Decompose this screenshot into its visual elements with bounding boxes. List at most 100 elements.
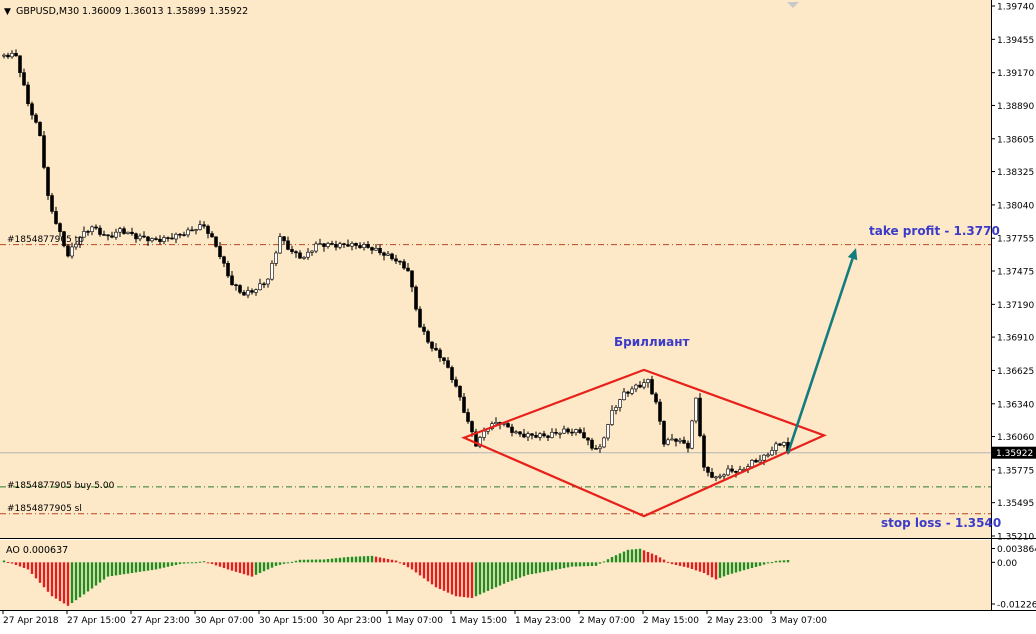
candle-body [90, 226, 94, 233]
price-axis-label: 1.39740 [997, 3, 1034, 13]
candle-body [354, 243, 358, 246]
candle-body [122, 228, 126, 234]
ao-bar [130, 562, 134, 574]
candle-body [62, 231, 66, 247]
candle-body [434, 348, 438, 351]
ao-bar [254, 562, 258, 575]
candle-body [586, 437, 590, 441]
target-arrow[interactable] [786, 258, 854, 454]
ao-bar [622, 551, 626, 563]
candle-body [762, 454, 766, 461]
candle-body [282, 236, 286, 242]
ao-bar [774, 560, 778, 563]
ao-bar [154, 562, 158, 570]
order-label-tp: #1854877905 tp [7, 235, 84, 245]
candle-body [222, 256, 226, 264]
ao-bar [62, 562, 66, 604]
candle-body [158, 238, 162, 242]
candle-body [666, 439, 670, 445]
candle-body [114, 231, 118, 238]
candle-body [374, 247, 378, 251]
ao-bar [198, 561, 202, 563]
candle-body [214, 236, 218, 247]
candle-body [2, 54, 6, 57]
current-price-box [992, 446, 1036, 459]
candle-body [174, 233, 178, 240]
ao-bar [506, 562, 510, 582]
ao-bar [306, 559, 310, 563]
candle-body [706, 466, 710, 473]
candle-body [730, 468, 734, 472]
ao-bar [766, 562, 770, 564]
time-axis-label: 1 May 23:00 [515, 616, 571, 626]
candle-body [14, 53, 18, 57]
ao-bar [286, 562, 290, 564]
ao-bar [686, 562, 690, 568]
candle-body [578, 429, 582, 433]
chart-shift-marker-icon[interactable] [787, 2, 799, 8]
ao-bar [262, 562, 266, 572]
ao-bar [354, 556, 358, 563]
ao-bar [318, 559, 322, 563]
candle-body [454, 379, 458, 387]
candle-body [446, 360, 450, 368]
candle-body [38, 121, 42, 136]
candle-body [418, 308, 422, 328]
ao-bar [770, 562, 774, 564]
ao-bar [722, 562, 726, 577]
ao-bar [618, 553, 622, 563]
candle-body [110, 235, 114, 238]
candle-body [650, 379, 654, 395]
ao-bar [438, 562, 442, 590]
candle-body [234, 284, 238, 287]
candle-body [74, 243, 78, 248]
candle-body [118, 228, 122, 233]
ao-bar [626, 549, 630, 563]
ao-bar [374, 556, 378, 563]
ao-bar [670, 562, 674, 565]
ao-bar [442, 562, 446, 591]
ao-bar [458, 562, 462, 597]
candle-body [622, 391, 626, 401]
price-axis-label: 1.39170 [997, 69, 1034, 79]
current-price-label: 1.35922 [996, 449, 1033, 459]
ao-bar [74, 562, 78, 601]
diamond-pattern[interactable] [461, 368, 827, 518]
ao-bar [574, 562, 578, 567]
ao-bar [614, 555, 618, 563]
ao-bar [106, 562, 110, 577]
candle-body [534, 435, 538, 438]
ao-bar [158, 562, 162, 569]
candle-body [702, 435, 706, 468]
candle-body [766, 454, 770, 457]
time-axis-label: 30 Apr 15:00 [259, 616, 318, 626]
candle-body [462, 396, 466, 413]
ao-bar [346, 556, 350, 563]
candle-body [394, 258, 398, 262]
ao-bar [702, 562, 706, 574]
ao-bar [386, 558, 390, 563]
candle-body [34, 114, 38, 123]
candle-body [390, 253, 394, 260]
ao-bar [30, 562, 34, 574]
price-axis-label: 1.35495 [997, 499, 1034, 509]
candle-body [722, 474, 726, 477]
ao-bar [534, 562, 538, 574]
candle-body [758, 459, 762, 463]
header-collapse-icon[interactable]: ▼ [4, 7, 11, 17]
candle-body [370, 247, 374, 251]
ao-bar [366, 556, 370, 563]
ao-bar [398, 562, 402, 564]
time-axis-label: 2 May 15:00 [643, 616, 699, 626]
ao-bar [446, 562, 450, 593]
ao-bar [18, 562, 22, 567]
ao-bar [82, 562, 86, 595]
ao-bar [58, 562, 62, 602]
ao-bar [714, 562, 718, 580]
candle-body [230, 275, 234, 286]
main-chart-background [0, 0, 991, 538]
candle-body [334, 244, 338, 248]
candle-body [26, 84, 30, 104]
